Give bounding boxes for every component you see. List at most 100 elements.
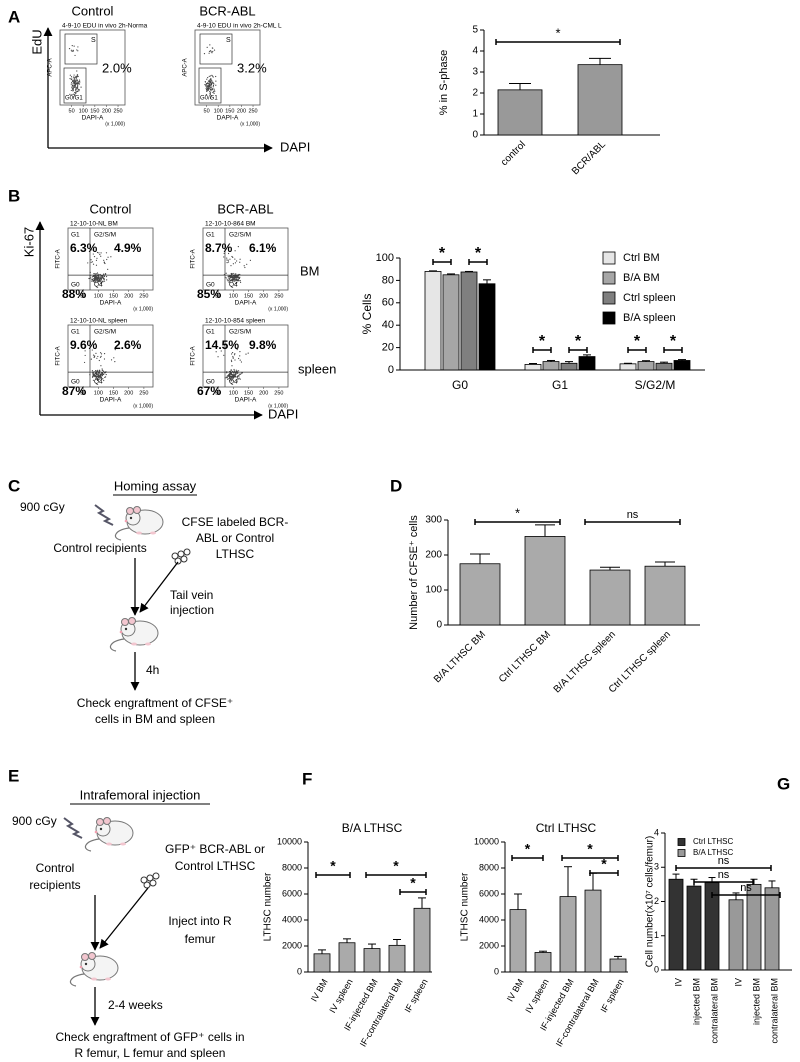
- event-dot: [103, 373, 105, 376]
- event-dot: [77, 50, 79, 52]
- panel-label: G: [777, 774, 790, 793]
- event-dot: [96, 375, 99, 377]
- event-dot: [227, 277, 229, 279]
- quadrant-percent: 9.8%: [249, 338, 277, 352]
- event-dot: [99, 376, 102, 378]
- event-dot: [76, 84, 79, 86]
- event-dot: [215, 351, 217, 353]
- x-tick-label: G0: [452, 378, 468, 392]
- event-dot: [113, 357, 115, 359]
- mouse-icon: [84, 816, 134, 852]
- event-dot: [104, 262, 106, 265]
- event-dot: [234, 279, 236, 281]
- flow-tick-label: 150: [244, 293, 253, 299]
- event-dot: [228, 278, 231, 280]
- event-dot: [243, 265, 245, 267]
- event-dot: [69, 93, 71, 95]
- event-dot: [95, 378, 97, 380]
- event-dot: [209, 85, 211, 87]
- bar: [686, 885, 702, 971]
- event-dot: [93, 255, 96, 258]
- event-dot: [99, 276, 101, 278]
- event-dot: [235, 347, 237, 349]
- legend-label: Ctrl LTHSC: [693, 837, 734, 846]
- event-dot: [98, 378, 100, 381]
- row-label: BM: [300, 263, 320, 278]
- panel-label: B: [8, 186, 20, 205]
- event-dot: [238, 277, 241, 280]
- bar: [524, 536, 566, 626]
- event-dot: [244, 266, 246, 269]
- event-dot: [98, 372, 100, 374]
- flow-tick-label: 250: [139, 390, 148, 396]
- x-tick-label: S/G2/M: [635, 378, 676, 392]
- quadrant-percent: 2.6%: [114, 338, 142, 352]
- event-dot: [214, 90, 216, 92]
- event-dot: [71, 44, 73, 47]
- gate-label: G0/G1: [65, 96, 83, 102]
- event-dot: [226, 257, 228, 259]
- event-dot: [237, 278, 239, 281]
- bar: [338, 942, 356, 973]
- event-dot: [238, 375, 240, 377]
- y-tick-label: 0: [494, 966, 499, 976]
- event-dot: [210, 83, 212, 85]
- event-dot: [230, 369, 233, 371]
- arrow: [99, 887, 149, 949]
- event-dot: [93, 273, 95, 275]
- y-axis-title: % Cells: [360, 294, 374, 335]
- flow-tick-label: 100: [229, 293, 238, 299]
- flow-tick-label: 150: [90, 108, 99, 114]
- event-dot: [87, 262, 89, 264]
- event-dot: [70, 49, 72, 51]
- flow-tick-label: 200: [102, 108, 111, 114]
- legend-label: Ctrl spleen: [623, 292, 676, 304]
- event-dot: [225, 272, 227, 274]
- event-dot: [105, 252, 108, 254]
- event-dot: [211, 47, 213, 49]
- event-dot: [207, 82, 209, 84]
- significance-label: ns: [718, 855, 730, 867]
- time-label: 2-4 weeks: [108, 998, 163, 1012]
- recipients-label: Control recipients: [53, 541, 146, 555]
- event-dot: [204, 85, 207, 87]
- bar: [460, 271, 478, 371]
- gate: [198, 67, 222, 104]
- event-dot: [105, 373, 107, 376]
- event-dot: [77, 46, 79, 48]
- event-dot: [237, 370, 240, 372]
- event-dot: [74, 76, 76, 78]
- quadrant-label: G0: [71, 379, 80, 386]
- quadrant-percent: 87%: [62, 384, 86, 398]
- event-dot: [233, 354, 236, 356]
- event-dot: [237, 277, 240, 279]
- column-header: Control: [90, 201, 132, 216]
- bar: [559, 896, 577, 973]
- y-tick-label: 300: [425, 515, 442, 526]
- event-dot: [247, 352, 249, 354]
- event-dot: [234, 262, 237, 264]
- event-dot: [232, 280, 234, 282]
- quadrant-percent: 88%: [62, 287, 86, 301]
- event-dot: [92, 375, 94, 378]
- significance-label: *: [410, 875, 416, 891]
- event-dot: [100, 282, 102, 284]
- event-dot: [238, 273, 240, 276]
- event-dot: [84, 354, 86, 357]
- event-dot: [72, 80, 74, 82]
- event-dot: [249, 259, 251, 261]
- quadrant-label: G0: [71, 282, 80, 289]
- event-dot: [91, 370, 94, 372]
- event-dot: [223, 354, 225, 356]
- quadrant-label: G2/S/M: [229, 329, 251, 336]
- event-dot: [210, 77, 212, 80]
- event-dot: [215, 80, 217, 82]
- event-dot: [205, 89, 208, 91]
- event-dot: [76, 90, 79, 93]
- diagram-title: Intrafemoral injection: [80, 787, 201, 802]
- event-dot: [235, 275, 237, 278]
- event-dot: [103, 273, 105, 275]
- event-dot: [97, 273, 99, 275]
- event-dot: [99, 352, 102, 354]
- readout-label: R femur, L femur and spleen: [75, 1046, 226, 1060]
